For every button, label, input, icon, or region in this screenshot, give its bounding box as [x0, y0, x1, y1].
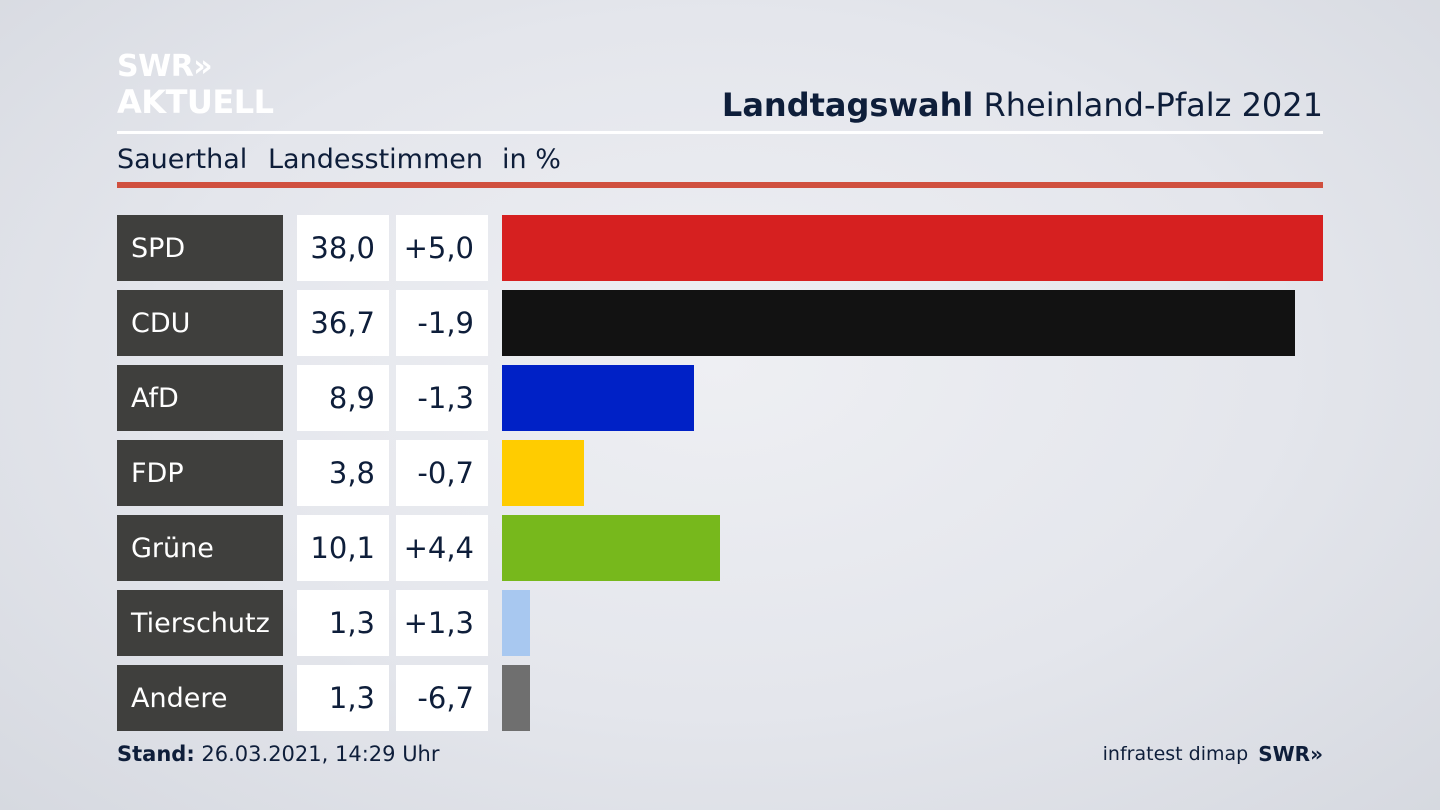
vote-share-value: 38,0 — [297, 215, 389, 281]
vote-share-value: 10,1 — [297, 515, 389, 581]
party-row: CDU 36,7 -1,9 — [117, 290, 1323, 356]
subtitle-unit: in % — [502, 144, 561, 175]
party-label: CDU — [117, 290, 283, 356]
vote-change-value: -1,3 — [396, 365, 488, 431]
result-bar — [502, 215, 1323, 281]
source-name: infratest dimap — [1102, 743, 1249, 765]
stand-value: 26.03.2021, 14:29 Uhr — [201, 742, 440, 766]
party-row: FDP 3,8 -0,7 — [117, 440, 1323, 506]
party-row: Tierschutz 1,3 +1,3 — [117, 590, 1323, 656]
vote-change-value: +1,3 — [396, 590, 488, 656]
subtitle-type: Landesstimmen — [268, 144, 483, 175]
result-bar — [502, 290, 1295, 356]
result-bar — [502, 440, 584, 506]
vote-share-value: 8,9 — [297, 365, 389, 431]
vote-change-value: -6,7 — [396, 665, 488, 731]
vote-share-value: 1,3 — [297, 665, 389, 731]
timestamp: Stand: 26.03.2021, 14:29 Uhr — [117, 742, 440, 766]
result-bar — [502, 665, 530, 731]
party-label: Andere — [117, 665, 283, 731]
result-bar — [502, 515, 720, 581]
stand-label: Stand: — [117, 742, 195, 766]
party-label: AfD — [117, 365, 283, 431]
vote-share-value: 3,8 — [297, 440, 389, 506]
party-label: FDP — [117, 440, 283, 506]
result-bar — [502, 590, 530, 656]
party-label: Grüne — [117, 515, 283, 581]
swr-aktuell-logo: SWR» AKTUELL — [117, 49, 274, 121]
vote-change-value: +5,0 — [396, 215, 488, 281]
vote-change-value: -1,9 — [396, 290, 488, 356]
logo-line-1: SWR» — [117, 49, 213, 84]
party-label: SPD — [117, 215, 283, 281]
logo-line-2: AKTUELL — [117, 83, 274, 121]
vote-share-value: 1,3 — [297, 590, 389, 656]
title-divider — [117, 131, 1323, 134]
title-rest: Rheinland-Pfalz 2021 — [983, 86, 1323, 124]
vote-share-value: 36,7 — [297, 290, 389, 356]
vote-change-value: -0,7 — [396, 440, 488, 506]
title-bold: Landtagswahl — [721, 86, 974, 124]
subtitle-place: Sauerthal — [117, 144, 248, 175]
party-row: Grüne 10,1 +4,4 — [117, 515, 1323, 581]
party-row: SPD 38,0 +5,0 — [117, 215, 1323, 281]
vote-change-value: +4,4 — [396, 515, 488, 581]
chart-title: Landtagswahl Rheinland-Pfalz 2021 — [722, 86, 1323, 124]
party-row: Andere 1,3 -6,7 — [117, 665, 1323, 731]
party-label: Tierschutz — [117, 590, 283, 656]
subtitle-divider — [117, 182, 1323, 188]
swr-brand-logo: SWR» — [1258, 742, 1323, 766]
result-bar — [502, 365, 694, 431]
party-row: AfD 8,9 -1,3 — [117, 365, 1323, 431]
source-credit: infratest dimap SWR» — [1103, 742, 1323, 766]
